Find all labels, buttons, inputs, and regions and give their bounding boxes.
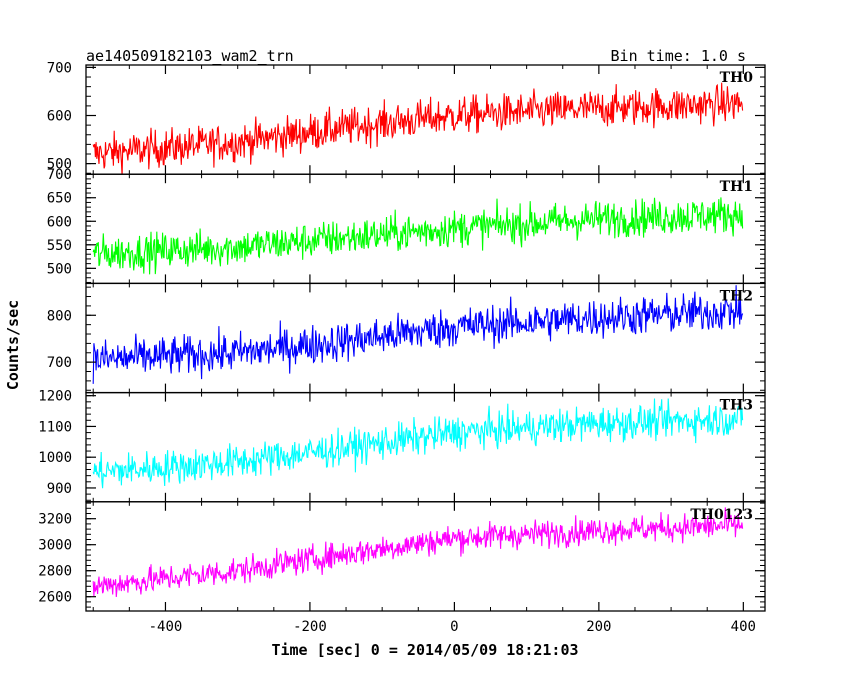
panel-label-th0123: TH0123 [690, 507, 753, 523]
y-tick-label: 600 [47, 214, 72, 230]
x-tick-label: 200 [586, 619, 611, 635]
series-line-th0123 [92, 507, 744, 598]
panel-th0: 500 600 700 TH0 [47, 60, 766, 175]
y-tick-label: 2600 [38, 590, 72, 606]
panel-label-th3: TH3 [720, 398, 753, 414]
y-tick-label: 550 [47, 238, 72, 254]
panel-label-th2: TH2 [720, 288, 753, 304]
y-tick-label: 500 [47, 157, 72, 173]
y-tick-label: 1200 [38, 389, 72, 405]
panel-label-th0: TH0 [720, 70, 754, 86]
x-tick-label: 400 [731, 619, 756, 635]
x-tick-label: -200 [293, 619, 327, 635]
series-line-th3 [92, 398, 744, 489]
y-tick-label: 650 [47, 191, 72, 207]
y-tick-label: 700 [47, 167, 72, 183]
series-line-th0 [92, 82, 744, 175]
y-tick-label: 3000 [38, 538, 72, 554]
y-tick-label: 800 [47, 308, 72, 324]
x-axis: -400 -200 0 200 400 [149, 619, 756, 635]
y-axis-label: Counts/sec [4, 300, 22, 390]
x-tick-label: 0 [450, 619, 458, 635]
y-tick-label: 1000 [38, 450, 72, 466]
chart-title: ae140509182103_wam2_trn [86, 47, 294, 65]
bin-time-label: Bin time: 1.0 s [611, 47, 746, 65]
panel-th2: 700 800 TH2 [47, 282, 766, 394]
y-tick-label: 1100 [38, 419, 72, 435]
x-axis-label: Time [sec] 0 = 2014/05/09 18:21:03 [271, 641, 578, 659]
panels-group: 500 600 700 TH0 500 550 600 650 700 TH1 700 800 TH2 9… [38, 60, 766, 612]
panel-th0123: 2600 2800 3000 3200 TH0123 [38, 501, 766, 612]
y-tick-label: 700 [47, 60, 72, 76]
panel-th3: 900 1000 1100 1200 TH3 [38, 389, 766, 503]
y-tick-label: 3200 [38, 512, 72, 528]
y-tick-label: 600 [47, 109, 72, 125]
panel-label-th1: TH1 [720, 179, 753, 195]
panel-th1: 500 550 600 650 700 TH1 [47, 167, 766, 285]
y-tick-label: 2800 [38, 564, 72, 580]
y-tick-label: 700 [47, 355, 72, 371]
y-tick-label: 500 [47, 261, 72, 277]
y-tick-label: 900 [47, 481, 72, 497]
series-line-th2 [92, 285, 744, 384]
panel-frame [85, 501, 766, 612]
x-tick-label: -400 [149, 619, 183, 635]
series-line-th1 [92, 197, 744, 275]
